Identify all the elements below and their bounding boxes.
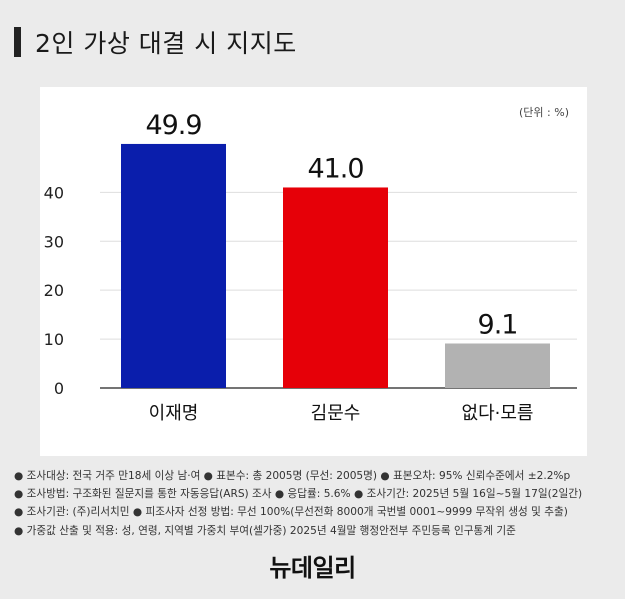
data-label: 49.9	[145, 110, 201, 141]
x-tick-label: 이재명	[149, 403, 199, 424]
data-label: 9.1	[478, 309, 518, 340]
data-label: 41.0	[307, 153, 363, 184]
x-tick-label: 김문수	[311, 403, 361, 424]
y-tick-label: 10	[44, 330, 64, 349]
title-marker	[14, 27, 21, 57]
x-tick-label: 없다·모름	[462, 403, 534, 424]
bar	[121, 143, 226, 388]
footnote-line: ● 조사대상: 전국 거주 만18세 이상 남·여 ● 표본수: 총 2005명…	[14, 470, 571, 482]
y-tick-label: 0	[54, 379, 64, 398]
y-tick-label: 30	[44, 232, 64, 251]
chart-panel: (단위 : %) 0 10 20 30 40 49.9 이재명 41.0 김문수 9.1 없다·모름	[40, 87, 587, 456]
title-block: 2인 가상 대결 시 지지도	[14, 20, 297, 64]
footnotes: ● 조사대상: 전국 거주 만18세 이상 남·여 ● 표본수: 총 2005명…	[14, 467, 614, 540]
brand-logo: 뉴데일리	[269, 554, 356, 582]
chart-title: 2인 가상 대결 시 지지도	[35, 29, 297, 58]
y-tick-label: 20	[44, 281, 64, 300]
bar	[445, 343, 550, 388]
unit-label: (단위 : %)	[519, 106, 569, 119]
footnote-line: ● 가중값 산출 및 적용: 성, 연령, 지역별 가중치 부여(셀가중) 20…	[14, 524, 516, 537]
bar-chart: 0 10 20 30 40 49.9 이재명 41.0 김문수 9.1 없다·모름	[44, 110, 577, 424]
bar	[283, 187, 388, 388]
y-tick-label: 40	[44, 183, 64, 202]
footnote-line: ● 조사방법: 구조화된 질문지를 통한 자동응답(ARS) 조사 ● 응답률:…	[14, 488, 583, 501]
footnote-line: ● 조사기관: (주)리서치민 ● 피조사자 선정 방법: 무선 100%(무선…	[14, 506, 568, 519]
